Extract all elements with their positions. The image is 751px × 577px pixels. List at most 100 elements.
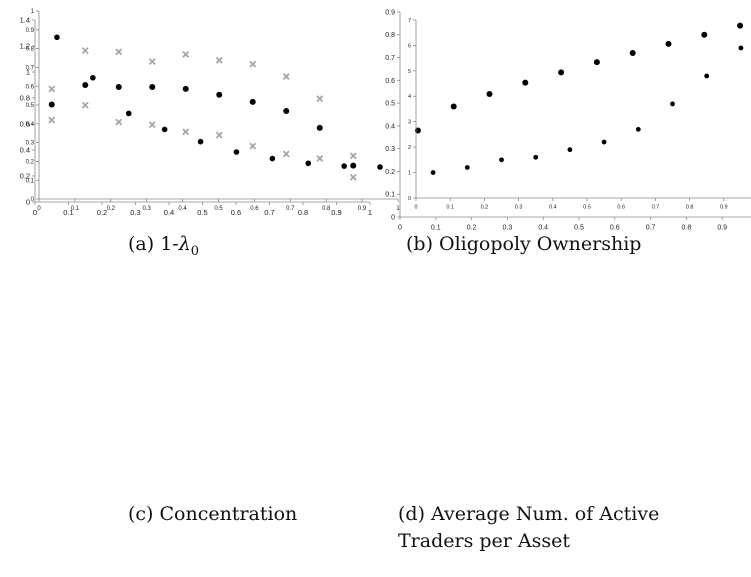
x-tick-label: 0.9 bbox=[358, 206, 367, 212]
y-tick-label: 0.2 bbox=[26, 160, 35, 166]
x-tick-label: 0.3 bbox=[130, 208, 140, 217]
data-point bbox=[341, 163, 347, 169]
data-point bbox=[522, 80, 528, 86]
x-tick-label: 0.6 bbox=[610, 224, 620, 231]
y-tick-label: 5 bbox=[408, 69, 411, 75]
x-tick-label: 0.8 bbox=[298, 208, 308, 217]
data-point-cross bbox=[82, 48, 88, 54]
data-point bbox=[630, 50, 636, 56]
x-tick-label: 0.3 bbox=[515, 205, 523, 211]
data-point-cross bbox=[216, 132, 222, 138]
x-tick-label: 0.7 bbox=[652, 205, 660, 211]
y-tick-label: 0.2 bbox=[385, 169, 395, 176]
data-point-cross bbox=[49, 117, 55, 123]
y-tick-label: 0.9 bbox=[26, 28, 35, 34]
x-tick-label: 0.8 bbox=[682, 224, 692, 231]
data-point-cross bbox=[350, 175, 356, 181]
data-point-cross bbox=[350, 153, 356, 159]
data-point-cross bbox=[183, 52, 189, 58]
panel-a: 0 0.1 0.2 0.3 0.4 0.5 0.6 0.7 0.8 0.9 1 0 0.2 0.4 0.6 0… bbox=[0, 0, 375, 290]
data-point-cross bbox=[317, 96, 323, 102]
data-point bbox=[451, 104, 457, 110]
x-tick-label: 0.2 bbox=[467, 224, 477, 231]
x-tick-label: 0.7 bbox=[286, 206, 295, 212]
caption-a-subscript: 0 bbox=[191, 244, 199, 259]
y-tick-label: 0.1 bbox=[385, 192, 395, 199]
data-point-cross bbox=[283, 74, 289, 80]
data-point-cross bbox=[183, 129, 189, 135]
y-tick-label: 0.6 bbox=[385, 78, 395, 85]
x-tick-label: 0.4 bbox=[538, 224, 548, 231]
caption-a-symbol: λ bbox=[179, 233, 191, 255]
data-point-cross bbox=[250, 143, 256, 149]
chart-d: 00.10.20.30.40.50.60.70.80.9101234567 bbox=[390, 290, 751, 502]
data-point bbox=[270, 156, 276, 162]
caption-c: (c) Concentration bbox=[128, 503, 297, 525]
data-point-cross bbox=[283, 151, 289, 157]
x-tick-label: 0.6 bbox=[617, 205, 625, 211]
x-tick-label: 0.6 bbox=[231, 208, 241, 217]
y-tick-label: 0.4 bbox=[20, 146, 30, 155]
data-point bbox=[701, 32, 707, 38]
data-point-cross bbox=[149, 59, 155, 65]
data-point bbox=[670, 102, 675, 107]
x-tick-label: 0.2 bbox=[481, 205, 489, 211]
caption-d-line-1: (d) Average Num. of Active bbox=[398, 503, 659, 525]
y-tick-label: 0.5 bbox=[26, 103, 35, 109]
caption-a: (a) 1-λ0 bbox=[128, 233, 199, 259]
y-tick-label: 2 bbox=[408, 145, 411, 151]
y-tick-label: 0.1 bbox=[26, 178, 35, 184]
data-point bbox=[54, 35, 60, 41]
y-tick-label: 0.8 bbox=[20, 94, 30, 103]
data-point bbox=[126, 111, 132, 117]
data-point bbox=[431, 170, 436, 175]
x-tick-label: 1 bbox=[368, 208, 372, 217]
y-tick-label: 0.6 bbox=[26, 84, 35, 90]
data-point bbox=[250, 99, 256, 105]
data-point-cross bbox=[49, 86, 55, 92]
x-tick-label: 0.5 bbox=[214, 206, 223, 212]
data-point bbox=[149, 84, 155, 90]
x-tick-label: 0.6 bbox=[250, 206, 259, 212]
data-point bbox=[90, 75, 96, 81]
data-point bbox=[533, 155, 538, 160]
data-point bbox=[216, 92, 222, 98]
x-tick-label: 0.5 bbox=[197, 208, 207, 217]
x-tick-label: 0.8 bbox=[322, 206, 331, 212]
data-point bbox=[377, 164, 383, 170]
data-point bbox=[465, 165, 470, 170]
x-tick-label: 0.8 bbox=[686, 205, 694, 211]
data-point bbox=[568, 147, 573, 152]
y-tick-label: 0.3 bbox=[385, 146, 395, 153]
x-tick-label: 0 bbox=[398, 224, 402, 231]
data-point bbox=[499, 157, 504, 162]
y-tick-label: 0.8 bbox=[385, 32, 395, 39]
x-tick-label: 0.5 bbox=[574, 224, 584, 231]
data-point bbox=[49, 102, 55, 108]
x-tick-label: 0.9 bbox=[720, 205, 728, 211]
data-point-cross bbox=[82, 102, 88, 108]
panel-c: 0 0.1 0.2 0.3 0.4 0.5 0.6 0.7 0.8 0.9 1 0 0.1 0.2 0.3 0… bbox=[0, 290, 400, 577]
data-point bbox=[198, 139, 204, 145]
data-point bbox=[82, 82, 88, 88]
data-point bbox=[739, 46, 744, 51]
x-tick-label: 0.3 bbox=[143, 206, 152, 212]
y-tick-label: 0 bbox=[408, 196, 411, 202]
data-point-cross bbox=[317, 156, 323, 162]
data-point bbox=[666, 41, 672, 47]
data-point-cross bbox=[116, 119, 122, 125]
data-point bbox=[558, 69, 564, 75]
chart-a: 0 0.1 0.2 0.3 0.4 0.5 0.6 0.7 0.8 0.9 100.20.40.60… bbox=[0, 0, 375, 220]
x-tick-label: 0.4 bbox=[549, 205, 557, 211]
x-tick-label: 0.4 bbox=[164, 208, 174, 217]
caption-d-line-2: Traders per Asset bbox=[398, 530, 570, 552]
x-tick-label: 0.4 bbox=[178, 206, 187, 212]
panel-b: 00.10.20.30.40.50.60.70.80.9100.10.20.30… bbox=[388, 0, 751, 290]
data-point-cross bbox=[116, 49, 122, 55]
data-point-cross bbox=[250, 61, 256, 67]
data-point bbox=[162, 127, 168, 133]
y-tick-label: 1 bbox=[408, 170, 411, 176]
x-tick-label: 0.3 bbox=[503, 224, 513, 231]
y-tick-label: 1.4 bbox=[20, 16, 30, 25]
y-tick-label: 0 bbox=[391, 214, 395, 221]
